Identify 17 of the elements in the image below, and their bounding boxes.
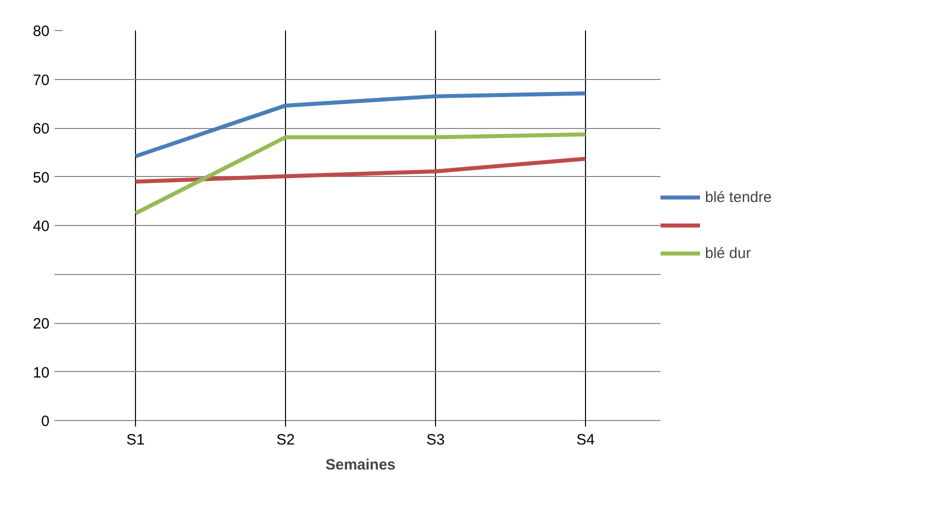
line-series [134, 156, 588, 184]
legend-label: blé tendre [705, 188, 773, 206]
y-tick-label: 50 [32, 169, 50, 186]
line-series [134, 91, 588, 158]
y-tick-label: 20 [32, 316, 50, 332]
x-axis-title: Semaines [325, 456, 396, 474]
y-tick-label: 80 [32, 23, 50, 40]
y-tick-label: 40 [32, 218, 50, 235]
x-tick-label: S4 [576, 432, 595, 448]
y-tick-label: 0 [41, 413, 50, 430]
x-tick-label: S2 [276, 432, 295, 448]
x-tick-label: S3 [426, 432, 445, 448]
y-tick-label: 10 [32, 364, 50, 382]
y-tick-label: 70 [32, 72, 50, 89]
y-tick-label: 60 [32, 120, 50, 138]
x-tick-label: S1 [126, 432, 145, 448]
legend-label: blé dur [705, 244, 752, 262]
